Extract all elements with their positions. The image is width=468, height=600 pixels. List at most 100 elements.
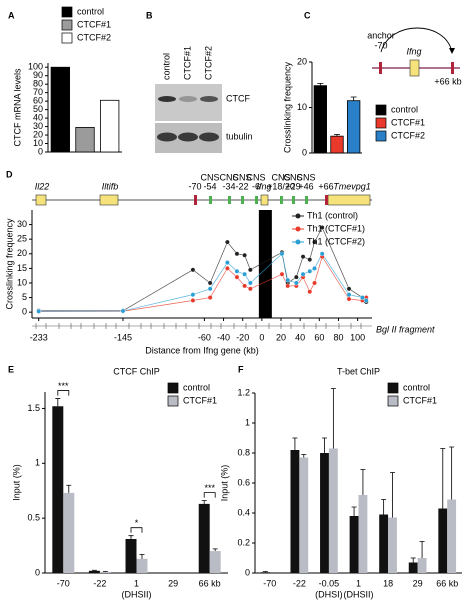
x-axis-label: Distance from Ifng gene (kb) [145, 345, 259, 355]
bar [313, 85, 327, 154]
legend-swatch [375, 117, 387, 129]
legend-label: control [391, 104, 418, 114]
legend-swatch [375, 130, 387, 142]
bar [408, 562, 418, 573]
x-sublabel: (DHSI) [315, 589, 343, 599]
data-point [247, 280, 253, 286]
locus-label: CNS [246, 172, 265, 182]
panel-title: CTCF ChIP [113, 366, 160, 376]
x-tick-label: 20 [276, 332, 286, 342]
locus-label: CNS [232, 172, 251, 182]
anchor-fragment [258, 210, 272, 318]
cns-site [305, 196, 308, 204]
panel-title: T-bet ChIP [337, 366, 380, 376]
bar [100, 99, 120, 153]
y-axis-label: Crosslinking frequency [4, 218, 14, 310]
series-line [38, 253, 367, 312]
x-sublabel: (DHSII) [122, 589, 152, 599]
diagram-arrowhead [449, 48, 455, 54]
legend-label: CTCF#1 [77, 19, 111, 29]
locus-label: CNS [271, 172, 290, 182]
data-point [346, 286, 352, 292]
locus-label: -34 [222, 181, 235, 191]
y-axis-label: Input (%) [219, 465, 229, 502]
panel-letter: D [6, 169, 13, 179]
locus-label: CNS [296, 172, 315, 182]
blot-band [200, 96, 218, 102]
bar [290, 450, 300, 573]
y-tick-label: 0.5 [27, 513, 40, 523]
fragment-label: Bgl II fragment [376, 324, 435, 334]
error-bar [55, 398, 61, 407]
series-line [38, 255, 367, 312]
legend-label: Th1 (control) [307, 210, 358, 220]
locus-label: -22 [235, 181, 248, 191]
x-tick-label: 100 [350, 332, 365, 342]
x-tick-label: -145 [114, 332, 132, 342]
x-tick-label: 66 kb [436, 578, 458, 588]
panel-letter: A [8, 10, 15, 20]
diagram-text: anchor [367, 30, 395, 40]
diagram-arrow [380, 27, 453, 53]
locus-label: +29 [285, 181, 300, 191]
bar [379, 514, 389, 573]
data-point [224, 265, 230, 271]
y-tick-label: 0 [35, 567, 40, 577]
data-point [190, 298, 196, 303]
data-point [224, 260, 230, 265]
band-label: tubulin [226, 131, 253, 141]
ctcf-site [325, 195, 328, 205]
y-tick-label: 1.5 [27, 403, 40, 413]
y-tick-label: 10 [297, 102, 307, 112]
panel-letter: B [146, 10, 153, 20]
y-tick-label: 0.2 [237, 537, 250, 547]
data-point [300, 254, 306, 260]
data-point [279, 271, 285, 277]
error-bar [317, 82, 324, 86]
bar [209, 551, 221, 573]
legend-label: Th1 (CTCF#2) [307, 236, 365, 246]
x-tick-label: 1 [356, 578, 361, 588]
y-tick-label: 90 [33, 70, 43, 80]
blot-panel [155, 84, 222, 121]
legend-label: CTCF#1 [183, 395, 217, 405]
data-point [234, 268, 240, 274]
cns-site [255, 196, 258, 204]
data-point [279, 251, 285, 257]
x-tick-label: 80 [333, 332, 343, 342]
bar [358, 495, 368, 573]
locus-label: Il22 [35, 181, 50, 191]
bar [198, 503, 210, 573]
legend-label: Th1 (CTCF#1) [307, 223, 365, 233]
error-bar [350, 96, 357, 101]
error-bar [321, 437, 327, 453]
data-point [307, 257, 313, 263]
error-bar [292, 437, 298, 450]
locus-label: Tmevpg1 [333, 181, 371, 191]
x-tick-label: 1 [134, 578, 139, 588]
y-tick-label: 50 [33, 104, 43, 114]
panel-letter: E [8, 364, 14, 374]
cns-site [209, 196, 212, 204]
error-bar [301, 454, 307, 458]
x-tick-label: -20 [236, 332, 249, 342]
y-tick-label: 0.4 [237, 507, 250, 517]
locus-label: -54 [203, 181, 216, 191]
bar [75, 127, 95, 153]
x-tick-label: 40 [295, 332, 305, 342]
significance-label: *** [58, 381, 69, 391]
bar [299, 457, 309, 573]
legend-label: CTCF#1 [403, 395, 437, 405]
locus-label: CNS [283, 172, 302, 182]
y-tick-label: 70 [33, 87, 43, 97]
legend-marker [295, 213, 301, 219]
y-tick-label: 1 [35, 458, 40, 468]
legend-label: control [77, 6, 104, 16]
cns-site [241, 196, 244, 204]
x-tick-label: 18 [383, 578, 393, 588]
y-tick-label: 0 [22, 307, 27, 317]
locus-label: -6 [252, 181, 260, 191]
data-point [346, 292, 352, 298]
x-tick-label: 66 kb [199, 578, 221, 588]
